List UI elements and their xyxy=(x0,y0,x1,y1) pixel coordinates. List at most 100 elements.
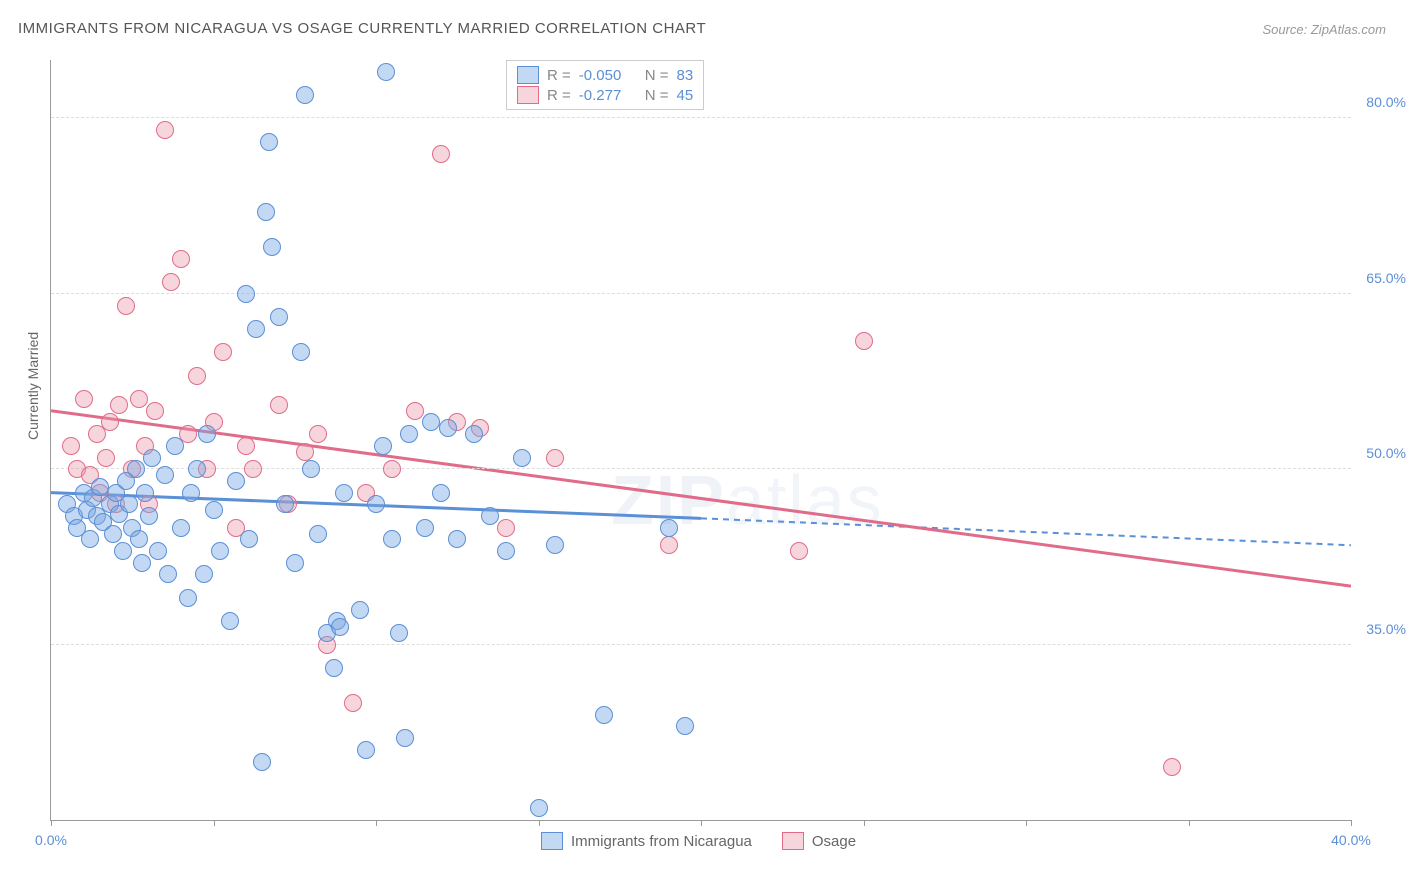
series-legend-item: Immigrants from Nicaragua xyxy=(541,832,752,850)
data-point xyxy=(481,507,499,525)
data-point xyxy=(237,285,255,303)
data-point xyxy=(205,501,223,519)
data-point xyxy=(309,425,327,443)
r-label: R = xyxy=(547,87,571,104)
data-point xyxy=(253,753,271,771)
data-point xyxy=(127,460,145,478)
chart-title: IMMIGRANTS FROM NICARAGUA VS OSAGE CURRE… xyxy=(18,20,706,37)
data-point xyxy=(302,460,320,478)
x-tick xyxy=(1026,820,1027,826)
legend-swatch xyxy=(541,832,563,850)
data-point xyxy=(595,706,613,724)
source-prefix: Source: xyxy=(1262,22,1310,37)
data-point xyxy=(790,542,808,560)
data-point xyxy=(136,484,154,502)
data-point xyxy=(143,449,161,467)
data-point xyxy=(296,443,314,461)
x-tick xyxy=(864,820,865,826)
y-axis-title: Currently Married xyxy=(25,332,41,440)
legend-row: R = -0.277 N = 45 xyxy=(517,85,693,105)
data-point xyxy=(81,530,99,548)
data-point xyxy=(1163,758,1181,776)
data-point xyxy=(660,519,678,537)
data-point xyxy=(198,425,216,443)
data-point xyxy=(101,413,119,431)
data-point xyxy=(296,86,314,104)
data-point xyxy=(227,472,245,490)
data-point xyxy=(660,536,678,554)
data-point xyxy=(211,542,229,560)
legend-swatch xyxy=(782,832,804,850)
data-point xyxy=(214,343,232,361)
data-point xyxy=(325,659,343,677)
n-label: N = xyxy=(645,67,669,84)
data-point xyxy=(855,332,873,350)
data-point xyxy=(172,519,190,537)
source-credit: Source: ZipAtlas.com xyxy=(1262,22,1386,37)
data-point xyxy=(263,238,281,256)
data-point xyxy=(530,799,548,817)
data-point xyxy=(133,554,151,572)
gridline xyxy=(51,644,1351,645)
data-point xyxy=(179,589,197,607)
y-tick-label: 80.0% xyxy=(1366,94,1406,110)
y-tick-label: 50.0% xyxy=(1366,445,1406,461)
data-point xyxy=(377,63,395,81)
data-point xyxy=(351,601,369,619)
data-point xyxy=(156,466,174,484)
y-tick-label: 35.0% xyxy=(1366,621,1406,637)
data-point xyxy=(240,530,258,548)
data-point xyxy=(383,460,401,478)
data-point xyxy=(182,484,200,502)
data-point xyxy=(374,437,392,455)
data-point xyxy=(331,618,349,636)
source-link[interactable]: ZipAtlas.com xyxy=(1311,22,1386,37)
x-tick xyxy=(51,820,52,826)
data-point xyxy=(120,495,138,513)
n-label: N = xyxy=(645,87,669,104)
data-point xyxy=(416,519,434,537)
x-tick xyxy=(1351,820,1352,826)
data-point xyxy=(546,449,564,467)
data-point xyxy=(390,624,408,642)
watermark: ZIPatlas xyxy=(611,460,884,540)
x-tick xyxy=(539,820,540,826)
data-point xyxy=(344,694,362,712)
data-point xyxy=(465,425,483,443)
data-point xyxy=(270,396,288,414)
data-point xyxy=(62,437,80,455)
data-point xyxy=(117,297,135,315)
gridline xyxy=(51,117,1351,118)
data-point xyxy=(146,402,164,420)
x-tick xyxy=(701,820,702,826)
r-value: -0.277 xyxy=(579,87,637,104)
series-label: Immigrants from Nicaragua xyxy=(571,833,752,850)
data-point xyxy=(497,519,515,537)
data-point xyxy=(676,717,694,735)
x-tick-label: 40.0% xyxy=(1331,832,1371,848)
correlation-legend: R =-0.050N =83R =-0.277N =45 xyxy=(506,60,704,110)
data-point xyxy=(513,449,531,467)
data-point xyxy=(439,419,457,437)
data-point xyxy=(130,390,148,408)
series-label: Osage xyxy=(812,833,856,850)
data-point xyxy=(195,565,213,583)
data-point xyxy=(244,460,262,478)
data-point xyxy=(110,396,128,414)
data-point xyxy=(114,542,132,560)
watermark-thin: atlas xyxy=(726,461,884,539)
data-point xyxy=(546,536,564,554)
series-legend-item: Osage xyxy=(782,832,856,850)
data-point xyxy=(247,320,265,338)
data-point xyxy=(130,530,148,548)
data-point xyxy=(156,121,174,139)
legend-swatch xyxy=(517,86,539,104)
data-point xyxy=(309,525,327,543)
n-value: 45 xyxy=(677,87,694,104)
data-point xyxy=(237,437,255,455)
data-point xyxy=(335,484,353,502)
data-point xyxy=(172,250,190,268)
data-point xyxy=(400,425,418,443)
data-point xyxy=(396,729,414,747)
data-point xyxy=(270,308,288,326)
